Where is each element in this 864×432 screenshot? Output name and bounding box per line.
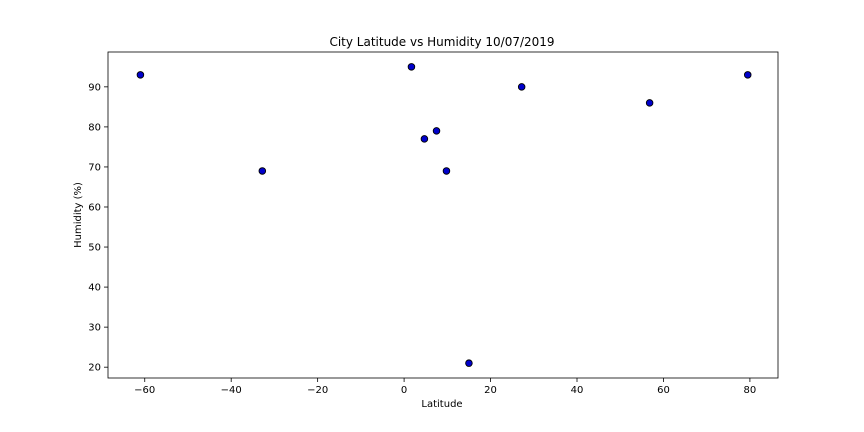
- x-tick-label: −20: [307, 385, 328, 396]
- y-tick-label: 40: [88, 283, 101, 294]
- y-tick-label: 30: [88, 323, 101, 334]
- y-tick-label: 50: [88, 243, 101, 254]
- x-tick-label: 0: [401, 385, 407, 396]
- x-tick-label: −60: [134, 385, 155, 396]
- y-tick-label: 90: [88, 82, 101, 93]
- data-point: [432, 127, 441, 135]
- data-points: [136, 63, 752, 367]
- x-tick-label: −40: [221, 385, 242, 396]
- axes: −60 −40 −20 0 20 40 60 80 20 30 40 50 60 70 80 90: [88, 51, 779, 396]
- data-point: [420, 135, 429, 143]
- data-point: [136, 71, 145, 79]
- chart-title: City Latitude vs Humidity 10/07/2019: [329, 35, 554, 49]
- x-tick-label: 80: [744, 385, 757, 396]
- data-point: [465, 359, 473, 367]
- x-axis-label: Latitude: [421, 399, 462, 410]
- y-tick-label: 80: [88, 122, 101, 133]
- y-tick-label: 20: [88, 363, 101, 374]
- x-tick-label: 40: [571, 385, 584, 396]
- data-point: [258, 167, 267, 175]
- y-tick-label: 70: [88, 162, 101, 173]
- data-point: [517, 83, 526, 91]
- x-tick-label: 60: [657, 385, 670, 396]
- y-tick-label: 60: [88, 202, 101, 213]
- data-point: [645, 99, 654, 107]
- data-point: [407, 63, 416, 71]
- y-axis-label: Humidity (%): [73, 182, 84, 248]
- data-point: [743, 71, 752, 79]
- x-tick-label: 20: [484, 385, 497, 396]
- plot-frame: [107, 51, 779, 379]
- data-point: [442, 167, 451, 175]
